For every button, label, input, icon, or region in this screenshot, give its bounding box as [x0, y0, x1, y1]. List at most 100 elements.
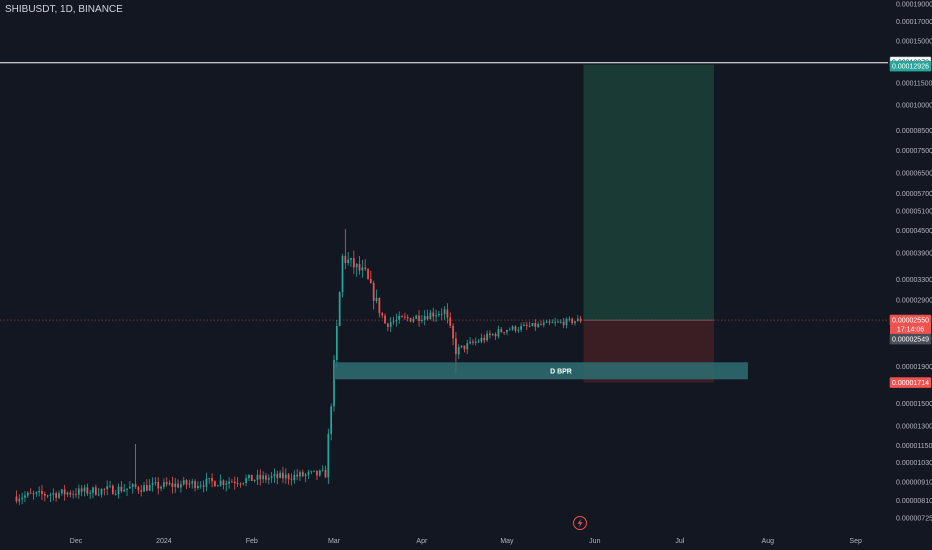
candle-body [188, 483, 191, 485]
candle-body [520, 325, 522, 330]
candle-body [313, 470, 316, 472]
candle-body [497, 329, 500, 337]
candle-body [32, 493, 35, 495]
candle-body [438, 313, 440, 316]
candle-body [355, 263, 358, 268]
candle-body [389, 322, 392, 327]
candle-body [372, 283, 375, 301]
candle-body [214, 481, 216, 487]
candle-body [284, 474, 287, 479]
price-tick-label: 0.00005700 [896, 191, 932, 198]
candle-body [469, 341, 471, 344]
candles-layer [15, 228, 582, 505]
candle-body [290, 479, 293, 481]
candle-body [418, 315, 420, 322]
candle-body [335, 326, 338, 360]
candle-body [191, 481, 194, 484]
candle-body [120, 486, 123, 492]
candle-body [49, 494, 52, 496]
candle-body [15, 496, 18, 502]
candle-body [455, 338, 457, 355]
candle-body [194, 481, 196, 488]
candle-body [480, 337, 483, 342]
candle-body [236, 483, 239, 484]
time-axis[interactable]: Dec 2024 Feb Mar Apr May Jun Jul Aug Sep [70, 538, 862, 545]
candle-body [60, 489, 63, 494]
candle-body [491, 333, 494, 336]
candle-body [137, 487, 140, 491]
candle-body [211, 478, 213, 482]
candle-body [202, 485, 205, 487]
candle-body [381, 313, 384, 316]
candle-body [435, 315, 437, 317]
symbol-title[interactable]: SHIBUSDT, 1D, BINANCE [5, 4, 123, 15]
candle-body [287, 474, 290, 480]
price-tick-label: 0.00001900 [896, 364, 932, 371]
price-tick-label: 0.00001300 [896, 424, 932, 431]
candle-body [182, 480, 185, 485]
candle-body [180, 484, 182, 488]
candle-body [29, 492, 32, 494]
candle-body [128, 486, 131, 489]
candle-body [338, 292, 341, 327]
candle-body [94, 487, 97, 495]
candle-body [143, 485, 145, 492]
candle-body [432, 312, 435, 317]
candle-body [375, 297, 378, 301]
time-tick-label: Aug [762, 538, 775, 545]
price-tick-label: 0.00002900 [896, 297, 932, 304]
candle-body [80, 488, 83, 492]
price-tick-label: 0.00004500 [896, 228, 932, 235]
candle-body [500, 329, 503, 333]
candle-body [395, 319, 398, 322]
candle-body [185, 480, 188, 485]
candle-body [160, 486, 162, 489]
candle-body [477, 341, 480, 343]
price-tick-label: 0.00010000 [896, 103, 932, 110]
candle-body [168, 483, 171, 485]
candle-body [177, 483, 179, 488]
candle-body [384, 315, 386, 324]
price-tick-label: 0.00005100 [896, 208, 932, 215]
candle-body [219, 480, 222, 486]
candle-body [117, 486, 120, 494]
candle-body [293, 474, 296, 481]
candle-body [540, 323, 542, 325]
candle-body [38, 490, 41, 493]
candle-body [262, 475, 264, 480]
candle-body [205, 478, 208, 487]
lightning-icon[interactable] [573, 516, 587, 530]
candle-body [358, 263, 361, 271]
price-tick-label: 0.00000810 [896, 498, 932, 505]
candle-body [508, 329, 511, 331]
candle-body [126, 488, 128, 490]
candle-body [75, 493, 77, 495]
candle-body [352, 258, 355, 268]
candle-body [304, 474, 307, 477]
candle-body [103, 489, 106, 490]
target-zone [583, 64, 714, 321]
overlay-layer: D BPR [0, 62, 888, 380]
price-tick-label: 0.00017000 [896, 19, 932, 26]
candle-body [316, 470, 318, 476]
candle-body [557, 321, 559, 323]
price-tick-label: 0.00015000 [896, 39, 932, 46]
candle-body [341, 255, 344, 293]
candle-body [415, 315, 418, 319]
candle-body [100, 489, 103, 495]
candle-body [523, 324, 525, 326]
candle-body [525, 324, 528, 327]
candle-body [197, 486, 199, 488]
candle-body [571, 318, 574, 324]
candle-body [157, 482, 160, 489]
countdown-tag: 17:14:06 [890, 325, 931, 335]
price-axis[interactable]: 0.00019000 0.00017000 0.00015000 0.00011500… [896, 2, 932, 523]
candle-body [404, 316, 406, 318]
candle-body [446, 309, 449, 318]
candle-body [231, 481, 233, 483]
candle-body [123, 489, 126, 492]
time-tick-label: 2024 [156, 538, 172, 545]
candle-body [486, 333, 488, 341]
candle-body [83, 487, 86, 492]
